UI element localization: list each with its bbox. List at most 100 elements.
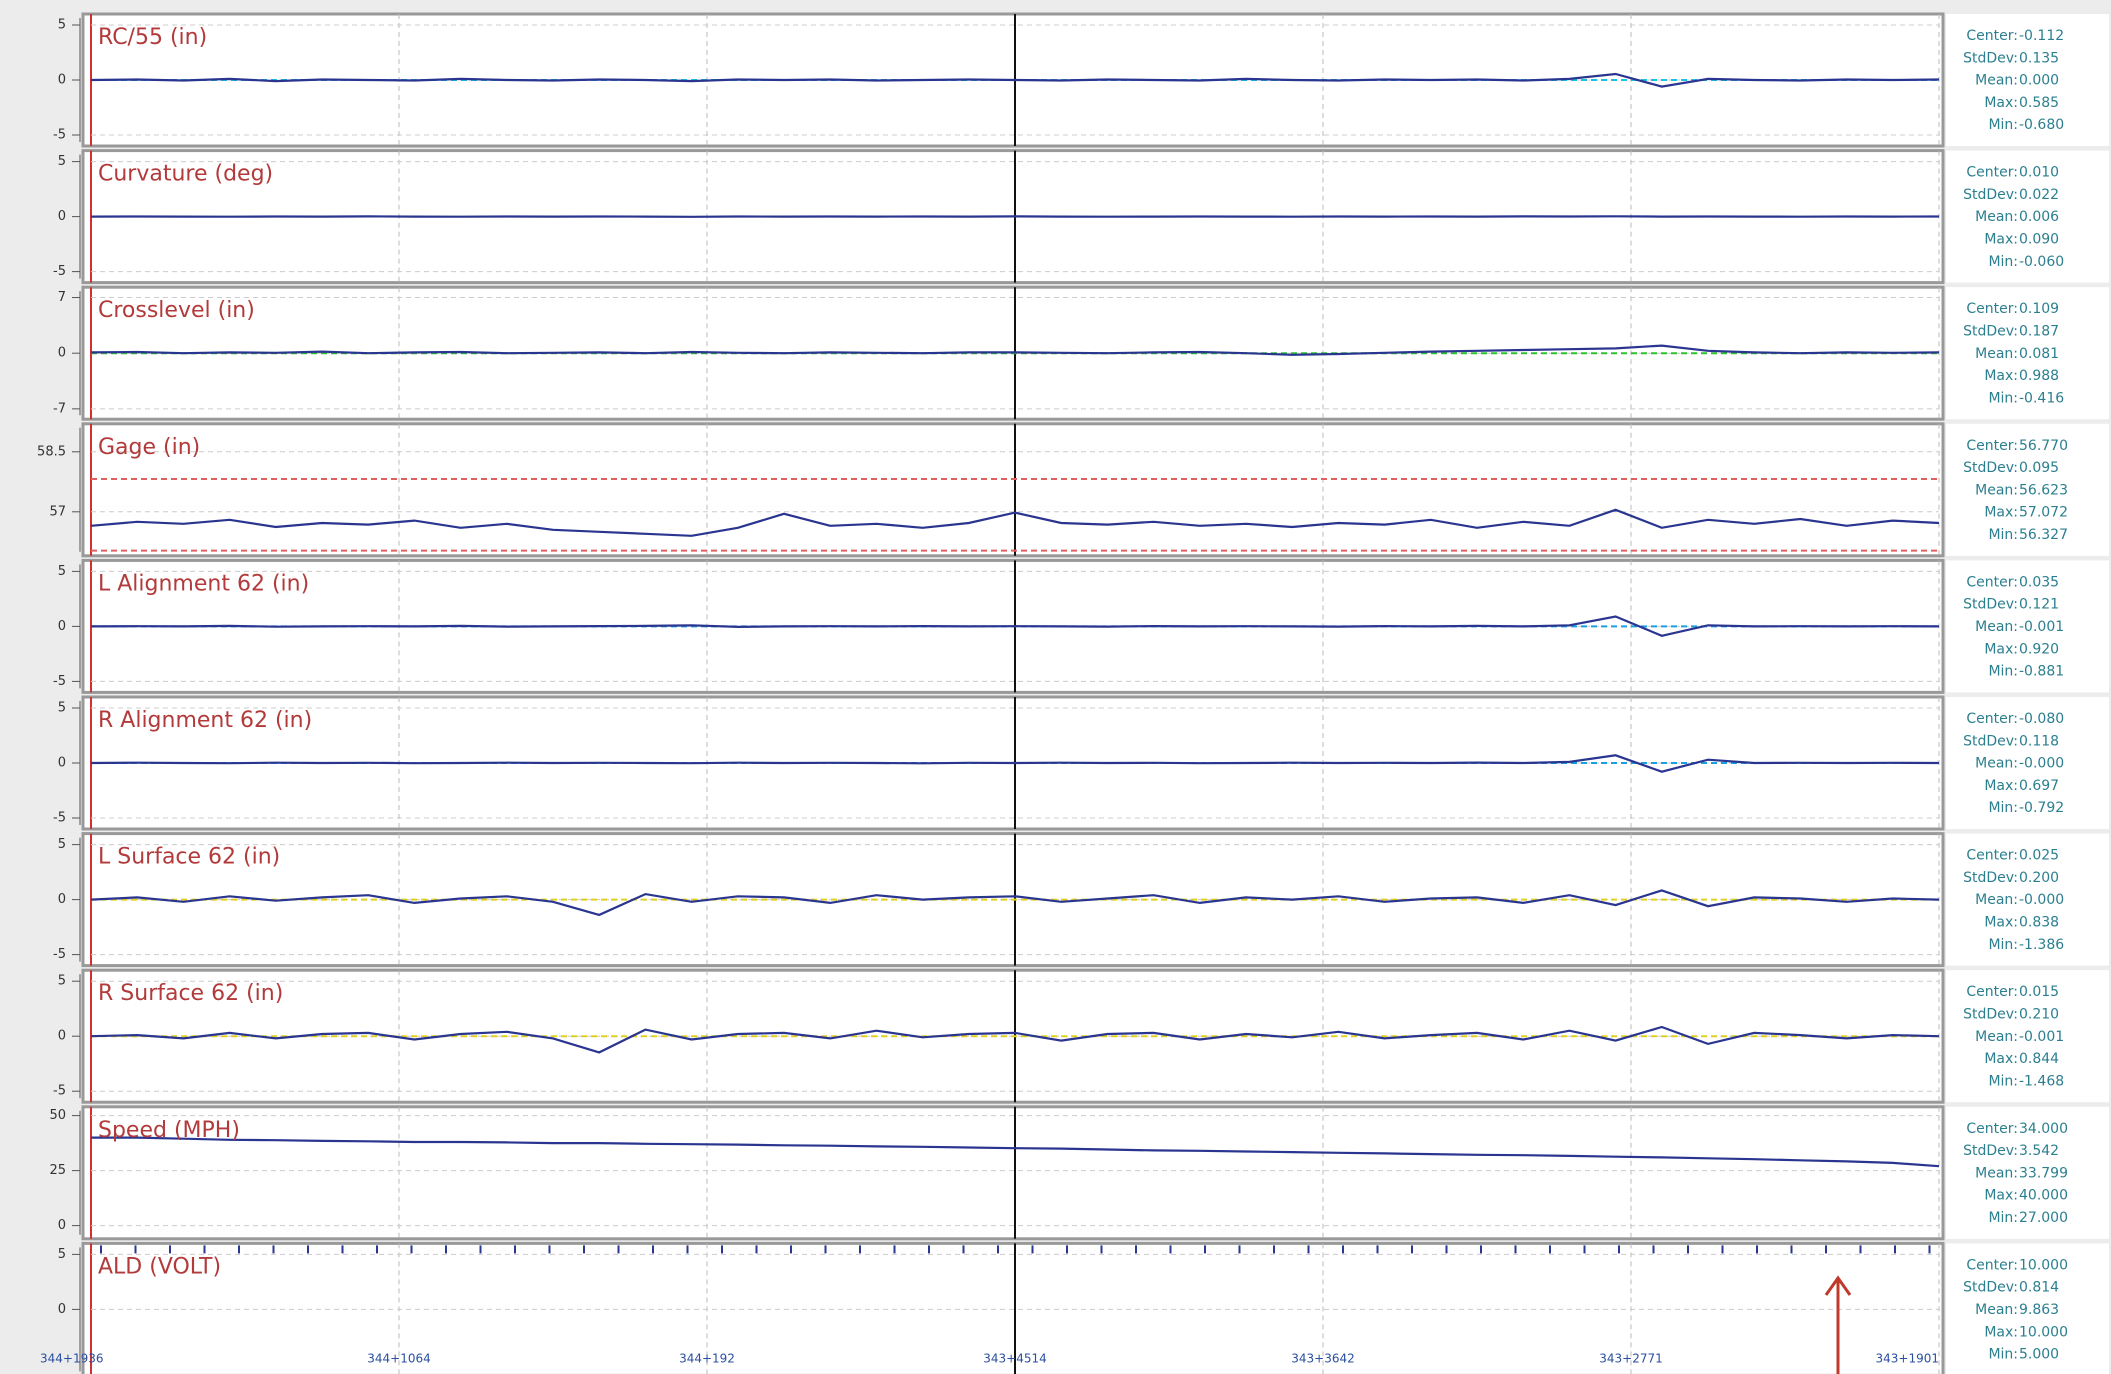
y-tick-label: -5 <box>53 674 66 689</box>
stat-label: Mean: <box>1975 482 2018 498</box>
stat-value: 0.210 <box>2019 1007 2059 1023</box>
stat-label: StdDev: <box>1963 870 2018 886</box>
y-tick-label: 57 <box>49 504 66 519</box>
stat-label: Min: <box>1988 1210 2018 1226</box>
stat-value: -0.112 <box>2019 28 2064 44</box>
marker-arrow <box>1824 1275 1852 1374</box>
y-tick-label: 5 <box>58 18 66 33</box>
panel-title: Speed (MPH) <box>98 1118 240 1143</box>
stat-label: StdDev: <box>1963 733 2018 749</box>
stat-label: Center: <box>1966 1121 2018 1137</box>
stat-value: 0.814 <box>2019 1280 2059 1296</box>
stat-label: StdDev: <box>1963 460 2018 476</box>
panel-title: ALD (VOLT) <box>98 1254 221 1279</box>
stat-label: Mean: <box>1975 1165 2018 1181</box>
panel <box>81 1105 1945 1241</box>
stat-label: Min: <box>1988 527 2018 543</box>
panel-title: Gage (in) <box>98 435 200 460</box>
stat-value: 0.838 <box>2019 915 2059 931</box>
y-tick-label: 58.5 <box>37 444 66 459</box>
y-tick-label: -5 <box>53 811 66 826</box>
y-tick-label: 0 <box>58 1302 66 1317</box>
panel-title: Crosslevel (in) <box>98 298 255 323</box>
stat-value: 5.000 <box>2019 1347 2059 1363</box>
y-tick-label: -5 <box>53 128 66 143</box>
x-tick-label: 343+3642 <box>1291 1352 1355 1366</box>
stat-label: StdDev: <box>1963 187 2018 203</box>
stat-value: 33.799 <box>2019 1165 2068 1181</box>
stat-label: Min: <box>1988 390 2018 406</box>
y-tick-label: 25 <box>49 1163 66 1178</box>
stat-value: 0.920 <box>2019 641 2059 657</box>
stat-value: -1.468 <box>2019 1073 2064 1089</box>
y-tick-label: -5 <box>53 264 66 279</box>
y-tick-label: 5 <box>58 837 66 852</box>
stat-value: 10.000 <box>2019 1324 2068 1340</box>
stat-value: 0.118 <box>2019 733 2059 749</box>
panel-title: L Surface 62 (in) <box>98 845 280 870</box>
y-tick-label: 5 <box>58 564 66 579</box>
data-line <box>90 215 1940 218</box>
stat-label: Min: <box>1988 1073 2018 1089</box>
panel-title: RC/55 (in) <box>98 25 207 50</box>
stat-value: 0.988 <box>2019 368 2059 384</box>
stat-value: 0.095 <box>2019 460 2059 476</box>
stat-value: -0.001 <box>2019 619 2064 635</box>
stat-label: Center: <box>1966 28 2018 44</box>
stat-label: Min: <box>1988 254 2018 270</box>
y-tick-label: -5 <box>53 1084 66 1099</box>
stat-value: -0.080 <box>2019 711 2064 727</box>
stat-label: StdDev: <box>1963 1007 2018 1023</box>
stat-value: 0.035 <box>2019 574 2059 590</box>
panel-title: R Surface 62 (in) <box>98 981 283 1006</box>
y-tick-label: -7 <box>53 401 66 416</box>
stat-value: 0.109 <box>2019 301 2059 317</box>
y-tick-label: -5 <box>53 947 66 962</box>
x-tick-label: 344+1936 <box>40 1352 104 1366</box>
data-line <box>90 344 1940 356</box>
stat-label: StdDev: <box>1963 1280 2018 1296</box>
stats-panel <box>1946 697 2109 829</box>
stat-label: Mean: <box>1975 1302 2018 1318</box>
y-tick-label: 0 <box>58 892 66 907</box>
stat-label: Max: <box>1984 778 2018 794</box>
stat-value: 56.623 <box>2019 482 2068 498</box>
stat-label: Center: <box>1966 984 2018 1000</box>
stat-value: 56.770 <box>2019 438 2068 454</box>
data-line <box>90 1025 1940 1054</box>
stat-value: 34.000 <box>2019 1121 2068 1137</box>
stat-label: StdDev: <box>1963 50 2018 66</box>
stat-label: Min: <box>1988 117 2018 133</box>
stat-value: 0.121 <box>2019 597 2059 613</box>
panel <box>81 422 1945 558</box>
y-tick-label: 0 <box>58 209 66 224</box>
x-tick-label: 344+1064 <box>367 1352 431 1366</box>
stat-label: Max: <box>1984 95 2018 111</box>
stat-value: 0.081 <box>2019 346 2059 362</box>
stat-label: Max: <box>1984 368 2018 384</box>
y-tick-label: 0 <box>58 619 66 634</box>
stat-label: Mean: <box>1975 619 2018 635</box>
panel-title: R Alignment 62 (in) <box>98 708 312 733</box>
y-tick-label: 50 <box>49 1108 66 1123</box>
data-line <box>90 615 1940 637</box>
y-tick-label: 5 <box>58 701 66 716</box>
stat-value: 0.200 <box>2019 870 2059 886</box>
stat-value: -0.000 <box>2019 756 2064 772</box>
stat-value: -0.881 <box>2019 664 2064 680</box>
stat-label: Max: <box>1984 915 2018 931</box>
stats-panel <box>1946 970 2109 1103</box>
x-tick-label: 344+192 <box>679 1352 735 1366</box>
stat-value: 0.025 <box>2019 848 2059 864</box>
stats-panel <box>1946 423 2109 556</box>
stat-value: 0.187 <box>2019 324 2059 340</box>
stat-value: -0.680 <box>2019 117 2064 133</box>
stat-value: 0.090 <box>2019 232 2059 248</box>
stat-label: StdDev: <box>1963 324 2018 340</box>
stat-value: 0.585 <box>2019 95 2059 111</box>
stat-value: 0.010 <box>2019 165 2059 181</box>
stat-value: -0.416 <box>2019 390 2064 406</box>
stats-panel <box>1946 833 2109 966</box>
data-line <box>91 1136 1940 1168</box>
